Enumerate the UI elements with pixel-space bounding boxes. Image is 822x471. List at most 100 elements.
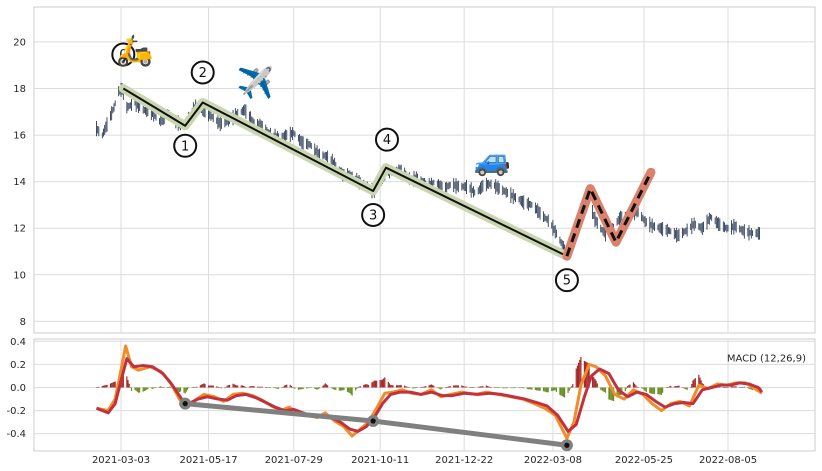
histogram-bar-positive bbox=[486, 385, 489, 388]
histogram-bar-negative bbox=[153, 387, 155, 389]
histogram-bar-positive bbox=[207, 385, 210, 388]
histogram-bar-positive bbox=[586, 362, 588, 388]
histogram-bar-negative bbox=[146, 387, 148, 390]
histogram-bar-negative bbox=[436, 387, 438, 388]
histogram-bar-negative bbox=[269, 387, 272, 389]
histogram-bar-negative bbox=[551, 387, 553, 392]
histogram-bar-negative bbox=[309, 387, 311, 388]
histogram-bar-negative bbox=[350, 387, 352, 395]
histogram-bar-negative bbox=[537, 387, 539, 391]
histogram-bar-positive bbox=[104, 385, 106, 388]
histogram-bar-negative bbox=[307, 387, 309, 389]
histogram-bar-positive bbox=[168, 386, 170, 388]
histogram-bar-positive bbox=[217, 386, 219, 388]
histogram-bar-negative bbox=[151, 387, 154, 389]
histogram-bar-positive bbox=[261, 386, 263, 388]
histogram-bar-positive bbox=[400, 384, 402, 388]
histogram-bar-negative bbox=[155, 387, 157, 388]
histogram-bar-negative bbox=[567, 387, 569, 393]
histogram-bar-positive bbox=[739, 387, 741, 388]
histogram-bar-positive bbox=[322, 385, 324, 388]
histogram-bar-positive bbox=[395, 385, 398, 388]
histogram-bar-positive bbox=[259, 386, 261, 388]
histogram-bar-negative bbox=[413, 387, 415, 389]
histogram-bar-negative bbox=[441, 387, 443, 389]
histogram-bar-positive bbox=[637, 387, 639, 388]
histogram-bar-negative bbox=[506, 387, 508, 389]
histogram-bar-positive bbox=[98, 386, 100, 388]
histogram-bar-positive bbox=[241, 385, 243, 388]
car-icon: 🚙 bbox=[474, 143, 511, 178]
histogram-bar-positive bbox=[399, 385, 401, 388]
divergence-point bbox=[182, 401, 188, 407]
histogram-bar-negative bbox=[342, 387, 344, 391]
histogram-bar-positive bbox=[732, 386, 734, 388]
histogram-bar-negative bbox=[314, 387, 316, 389]
wave-marker-circle bbox=[173, 133, 198, 158]
histogram-bar-positive bbox=[114, 381, 116, 388]
histogram-bar-positive bbox=[735, 386, 737, 388]
histogram-bar-positive bbox=[372, 381, 374, 388]
histogram-bar-negative bbox=[474, 387, 476, 388]
histogram-bar-positive bbox=[577, 362, 580, 388]
histogram-bar-positive bbox=[404, 385, 406, 388]
histogram-bar-positive bbox=[200, 384, 203, 388]
histogram-bar-negative bbox=[219, 387, 221, 388]
histogram-bar-positive bbox=[423, 386, 426, 388]
histogram-bar-negative bbox=[519, 387, 521, 389]
histogram-bar-negative bbox=[523, 387, 525, 389]
histogram-bar-positive bbox=[357, 387, 359, 388]
wave-marker-label: 1 bbox=[181, 139, 189, 154]
histogram-bar-negative bbox=[281, 387, 283, 388]
histogram-bar-positive bbox=[723, 387, 726, 388]
histogram-bar-negative bbox=[553, 387, 555, 391]
histogram-bar-positive bbox=[694, 378, 696, 388]
histogram-bar-positive bbox=[470, 387, 472, 388]
histogram-bar-positive bbox=[591, 375, 594, 388]
x-tick-label: 2022-08-05 bbox=[699, 455, 757, 466]
histogram-bar-negative bbox=[747, 387, 749, 389]
histogram-bar-positive bbox=[670, 385, 672, 388]
histogram-bar-positive bbox=[252, 385, 254, 388]
histogram-bar-negative bbox=[748, 387, 750, 389]
histogram-bar-positive bbox=[725, 387, 727, 388]
histogram-bar-negative bbox=[610, 387, 612, 401]
histogram-bar-positive bbox=[485, 385, 487, 388]
histogram-bar-positive bbox=[479, 386, 482, 388]
histogram-bar-positive bbox=[260, 386, 262, 388]
histogram-bar-positive bbox=[699, 377, 701, 388]
x-tick-label: 2021-07-29 bbox=[265, 455, 323, 466]
histogram-bar-negative bbox=[316, 387, 318, 390]
histogram-bar-positive bbox=[232, 383, 234, 388]
histogram-bar-negative bbox=[609, 387, 611, 400]
histogram-bar-negative bbox=[414, 387, 416, 389]
histogram-bar-positive bbox=[158, 386, 161, 388]
histogram-bar-negative bbox=[176, 387, 178, 391]
histogram-bar-positive bbox=[678, 385, 680, 388]
macd-y-tick-label: -0.2 bbox=[6, 406, 26, 417]
histogram-bar-negative bbox=[143, 387, 145, 392]
histogram-bar-positive bbox=[449, 385, 451, 388]
histogram-bar-positive bbox=[265, 387, 267, 388]
histogram-bar-negative bbox=[183, 387, 185, 393]
histogram-bar-negative bbox=[561, 387, 563, 397]
price-y-tick-label: 12 bbox=[13, 224, 26, 235]
histogram-bar-positive bbox=[196, 386, 198, 388]
histogram-bar-negative bbox=[274, 387, 276, 389]
histogram-bar-negative bbox=[273, 387, 275, 389]
histogram-bar-positive bbox=[462, 385, 464, 388]
histogram-bar-negative bbox=[331, 387, 333, 389]
histogram-bar-positive bbox=[383, 378, 385, 388]
price-y-tick-label: 10 bbox=[13, 270, 26, 281]
histogram-bar-positive bbox=[698, 374, 700, 388]
histogram-bar-negative bbox=[562, 387, 565, 397]
histogram-bar-positive bbox=[579, 359, 581, 388]
histogram-bar-negative bbox=[440, 387, 442, 390]
histogram-bar-positive bbox=[203, 383, 205, 388]
histogram-bar-negative bbox=[293, 387, 295, 389]
projection-dashed-line bbox=[565, 171, 653, 257]
histogram-bar-negative bbox=[535, 387, 538, 391]
macd-y-tick-label: 0.0 bbox=[10, 383, 26, 394]
histogram-bar-negative bbox=[569, 387, 572, 389]
histogram-bar-negative bbox=[356, 387, 358, 389]
